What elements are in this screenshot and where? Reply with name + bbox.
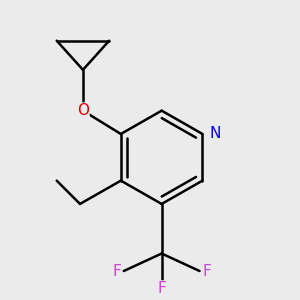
Text: N: N <box>210 127 221 142</box>
Text: O: O <box>77 103 89 118</box>
Text: F: F <box>202 263 211 278</box>
Text: F: F <box>112 263 121 278</box>
Text: F: F <box>157 281 166 296</box>
